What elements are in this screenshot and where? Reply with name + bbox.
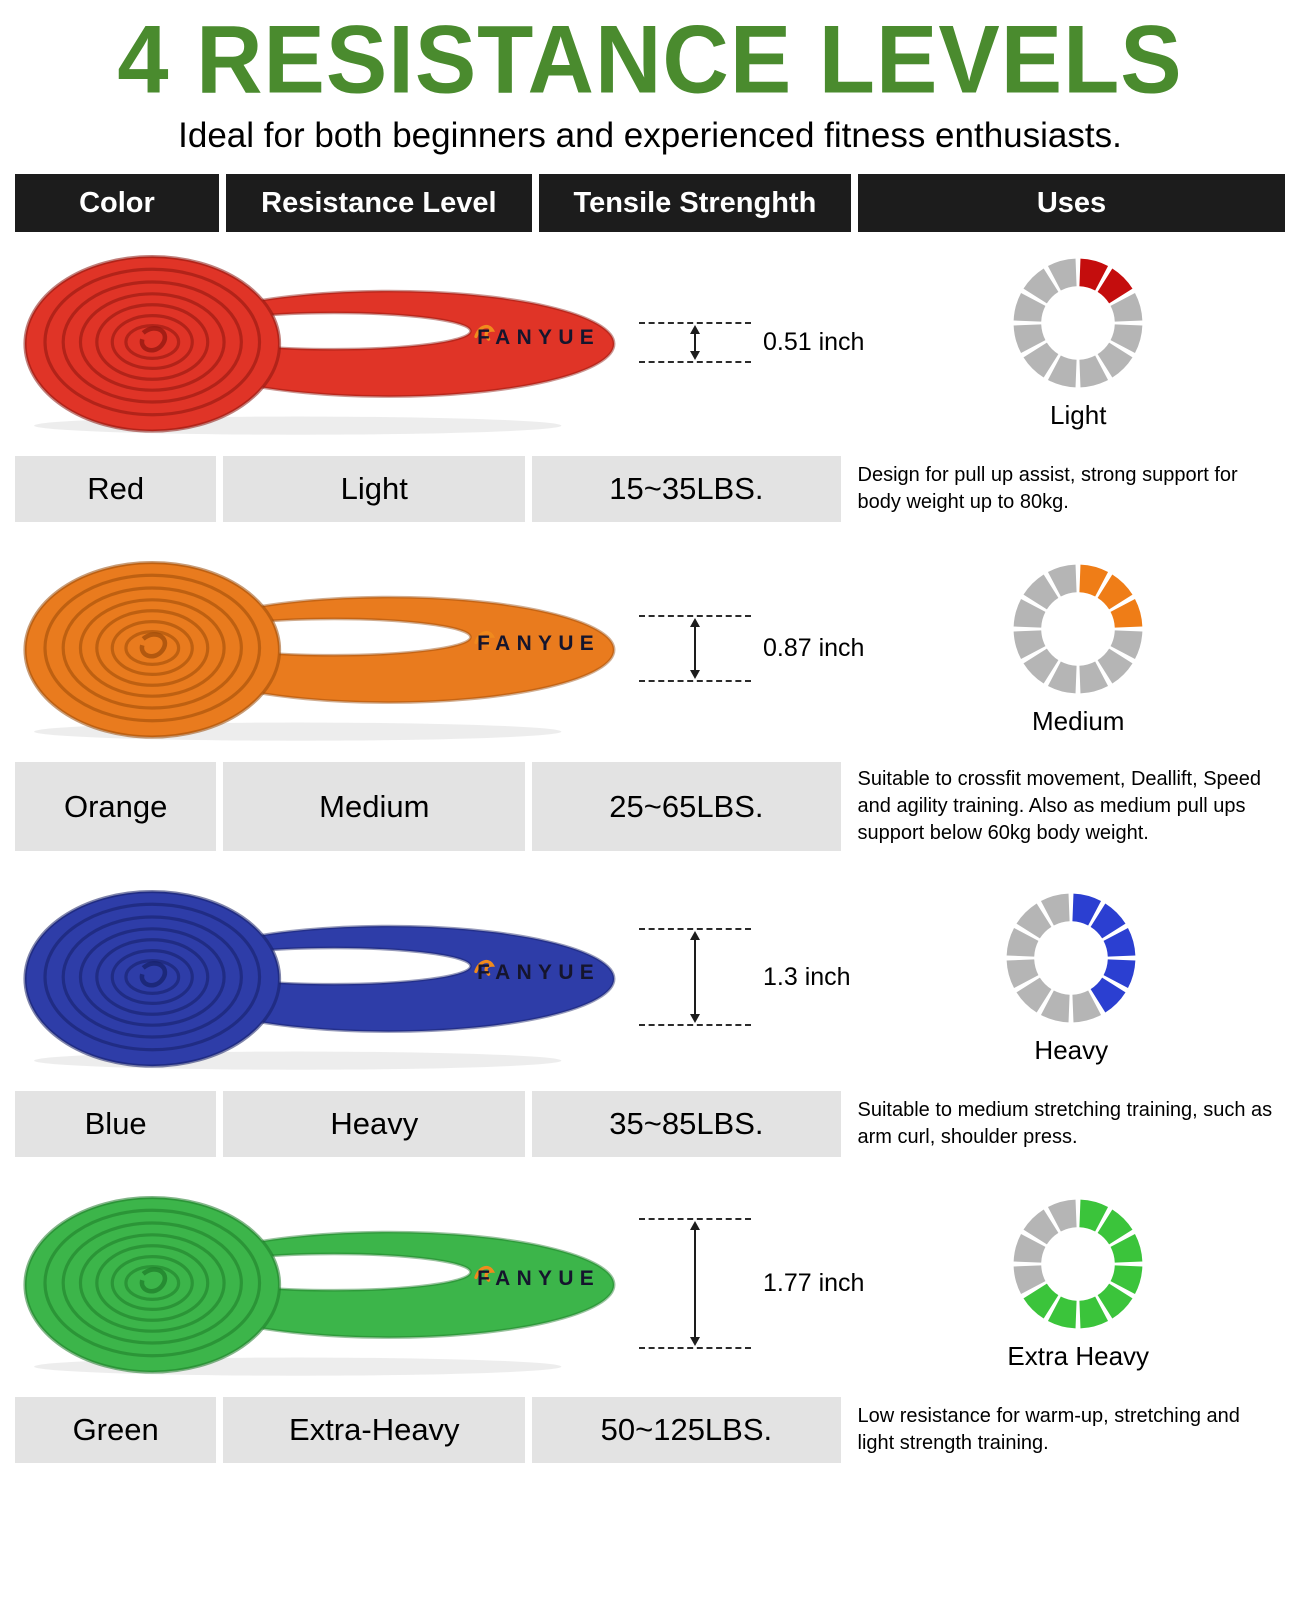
thickness-label: 1.3 inch <box>763 962 851 991</box>
cell-uses: Design for pull up assist, strong suppor… <box>847 456 1285 522</box>
cell-uses: Suitable to medium stretching training, … <box>847 1091 1285 1157</box>
data-row-red: Red Light 15~35LBS. Design for pull up a… <box>15 456 1285 522</box>
cell-level: Medium <box>223 762 526 851</box>
brand-logo-icon <box>474 630 496 647</box>
brand-logo-text: FANYUE <box>477 1267 600 1290</box>
page-subtitle: Ideal for both beginners and experienced… <box>178 116 1122 155</box>
column-header-tensile-strength: Tensile Strenghth <box>538 174 852 232</box>
band-visual-area: FANYUE 1.3 inch <box>15 877 851 1077</box>
cell-uses: Suitable to crossfit movement, Deallift,… <box>847 762 1285 851</box>
resistance-gauge-green: Extra Heavy <box>871 1195 1285 1372</box>
resistance-band-image: FANYUE <box>23 254 616 435</box>
brand-logo-icon <box>474 959 496 976</box>
gauge-label: Medium <box>1031 705 1125 736</box>
double-arrow-icon <box>690 324 700 360</box>
cell-strength: 15~35LBS. <box>532 456 841 522</box>
resistance-gauge-blue: Heavy <box>858 889 1285 1066</box>
band-visual-area: FANYUE 1.77 inch <box>15 1183 864 1383</box>
gauge-donut-icon <box>1013 564 1143 693</box>
column-header-uses: Uses <box>858 174 1285 232</box>
thickness-annotation: 0.51 inch <box>639 321 865 363</box>
brand-logo-icon <box>474 324 496 341</box>
cell-strength: 35~85LBS. <box>532 1091 841 1157</box>
column-header-color: Color <box>15 174 219 232</box>
resistance-band-image: FANYUE <box>23 1195 616 1376</box>
thickness-label: 0.87 inch <box>763 633 865 662</box>
band-row-red: FANYUE 0.51 inch Light <box>15 232 1285 452</box>
double-arrow-icon <box>690 931 700 1023</box>
cell-color-name: Red <box>15 456 217 522</box>
cell-color-name: Green <box>15 1397 217 1463</box>
brand-logo-icon <box>474 1265 496 1282</box>
cell-strength: 50~125LBS. <box>532 1397 841 1463</box>
resistance-gauge-red: Light <box>871 254 1285 431</box>
thickness-label: 0.51 inch <box>763 327 865 356</box>
cell-level: Extra-Heavy <box>223 1397 526 1463</box>
thickness-label: 1.77 inch <box>763 1268 865 1297</box>
thickness-annotation: 1.3 inch <box>639 928 851 1026</box>
data-row-orange: Orange Medium 25~65LBS. Suitable to cros… <box>15 762 1285 851</box>
infographic-page: 4 RESISTANCE LEVELS Ideal for both begin… <box>15 0 1285 1463</box>
double-arrow-icon <box>690 1220 700 1346</box>
brand-logo-text: FANYUE <box>477 326 600 349</box>
gauge-donut-icon <box>1013 1199 1143 1328</box>
thickness-gap <box>639 928 751 1026</box>
cell-color-name: Orange <box>15 762 217 851</box>
data-row-blue: Blue Heavy 35~85LBS. Suitable to medium … <box>15 1091 1285 1157</box>
double-arrow-icon <box>690 617 700 679</box>
thickness-gap <box>639 614 751 682</box>
band-image-blue: FANYUE <box>15 877 635 1077</box>
resistance-band-image: FANYUE <box>23 560 616 741</box>
gauge-label: Extra Heavy <box>1007 1340 1150 1371</box>
thickness-gap <box>639 321 751 363</box>
cell-level: Heavy <box>223 1091 526 1157</box>
thickness-annotation: 1.77 inch <box>639 1217 865 1349</box>
band-image-orange: FANYUE <box>15 548 635 748</box>
band-row-blue: FANYUE 1.3 inch Heavy <box>15 867 1285 1087</box>
column-header-resistance-level: Resistance Level <box>225 174 532 232</box>
cell-level: Light <box>223 456 526 522</box>
band-visual-area: FANYUE 0.51 inch <box>15 242 864 442</box>
gauge-donut-icon <box>1013 258 1143 387</box>
band-row-green: FANYUE 1.77 inch Extra Heavy <box>15 1173 1285 1393</box>
thickness-gap <box>639 1217 751 1349</box>
band-visual-area: FANYUE 0.87 inch <box>15 548 864 748</box>
band-row-orange: FANYUE 0.87 inch Medium <box>15 538 1285 758</box>
page-title: 4 RESISTANCE LEVELS <box>117 6 1183 114</box>
cell-strength: 25~65LBS. <box>532 762 841 851</box>
table-header-row: Color Resistance Level Tensile Strenghth… <box>15 174 1285 232</box>
band-image-red: FANYUE <box>15 242 635 442</box>
gauge-label: Light <box>1050 399 1107 430</box>
brand-logo-text: FANYUE <box>477 961 600 984</box>
brand-logo-text: FANYUE <box>477 632 600 655</box>
cell-uses: Low resistance for warm-up, stretching a… <box>847 1397 1285 1463</box>
data-row-green: Green Extra-Heavy 50~125LBS. Low resista… <box>15 1397 1285 1463</box>
thickness-annotation: 0.87 inch <box>639 614 865 682</box>
resistance-gauge-orange: Medium <box>871 560 1285 737</box>
gauge-donut-icon <box>1006 893 1136 1022</box>
cell-color-name: Blue <box>15 1091 217 1157</box>
band-image-green: FANYUE <box>15 1183 635 1383</box>
resistance-band-image: FANYUE <box>23 889 616 1070</box>
gauge-label: Heavy <box>1034 1034 1109 1065</box>
